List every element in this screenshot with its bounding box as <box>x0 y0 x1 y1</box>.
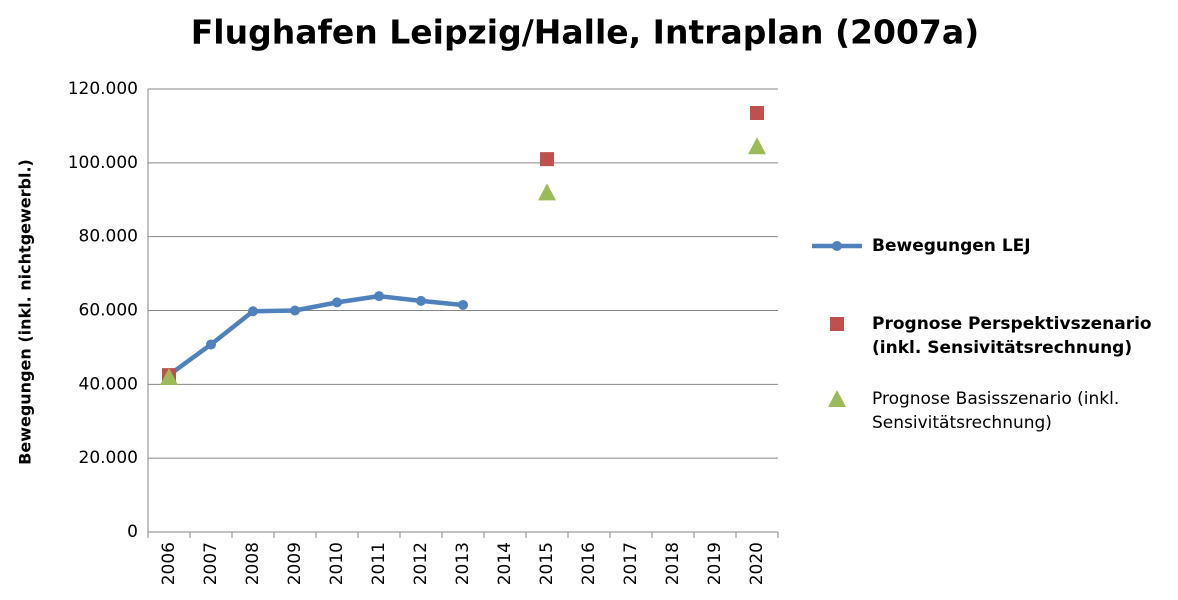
x-tick-label: 2014 <box>495 542 515 585</box>
x-tick-label: 2008 <box>243 542 263 585</box>
y-tick-label: 20.000 <box>79 448 138 468</box>
y-axis-label: Bewegungen (inkl. nichtgewerbl.) <box>16 159 35 465</box>
y-tick-label: 0 <box>127 522 138 542</box>
chart-title: Flughafen Leipzig/Halle, Intraplan (2007… <box>191 13 979 52</box>
legend-marker <box>830 317 844 331</box>
y-tick-label: 120.000 <box>68 79 138 99</box>
data-point <box>290 305 300 316</box>
y-tick-label: 100.000 <box>68 153 138 173</box>
data-point <box>458 299 468 310</box>
x-tick-label: 2010 <box>327 542 347 585</box>
x-tick-label: 2013 <box>453 542 473 585</box>
x-tick-label: 2019 <box>705 542 725 585</box>
x-tick-label: 2012 <box>411 542 431 585</box>
y-tick-label: 60.000 <box>79 301 138 321</box>
data-point <box>748 137 766 155</box>
x-tick-label: 2011 <box>369 542 389 585</box>
x-tick-label: 2020 <box>747 542 767 585</box>
data-point <box>538 183 556 201</box>
series-line <box>167 293 464 377</box>
x-tick-label: 2015 <box>537 542 557 585</box>
x-tick-label: 2018 <box>663 542 683 585</box>
data-point <box>206 339 216 350</box>
legend-label: Bewegungen LEJ <box>872 236 1031 256</box>
data-point <box>540 152 554 167</box>
x-tick-label: 2017 <box>621 542 641 585</box>
y-tick-label: 80.000 <box>79 227 138 247</box>
data-point <box>332 297 342 308</box>
x-tick-label: 2009 <box>285 542 305 585</box>
x-tick-label: 2016 <box>579 542 599 585</box>
data-point <box>750 105 764 120</box>
data-point <box>374 291 384 302</box>
data-point <box>416 295 426 306</box>
legend-marker <box>832 241 842 251</box>
x-tick-label: 2007 <box>201 542 221 585</box>
data-point <box>160 367 178 385</box>
x-tick-label: 2006 <box>159 542 179 585</box>
legend-marker <box>828 390 846 407</box>
legend-label: Prognose Perspektivszenario (inkl. Sensi… <box>872 314 1152 358</box>
data-point <box>248 306 258 317</box>
y-tick-label: 40.000 <box>79 374 138 394</box>
legend-label: Prognose Basisszenario (inkl. Sensivität… <box>872 389 1120 433</box>
